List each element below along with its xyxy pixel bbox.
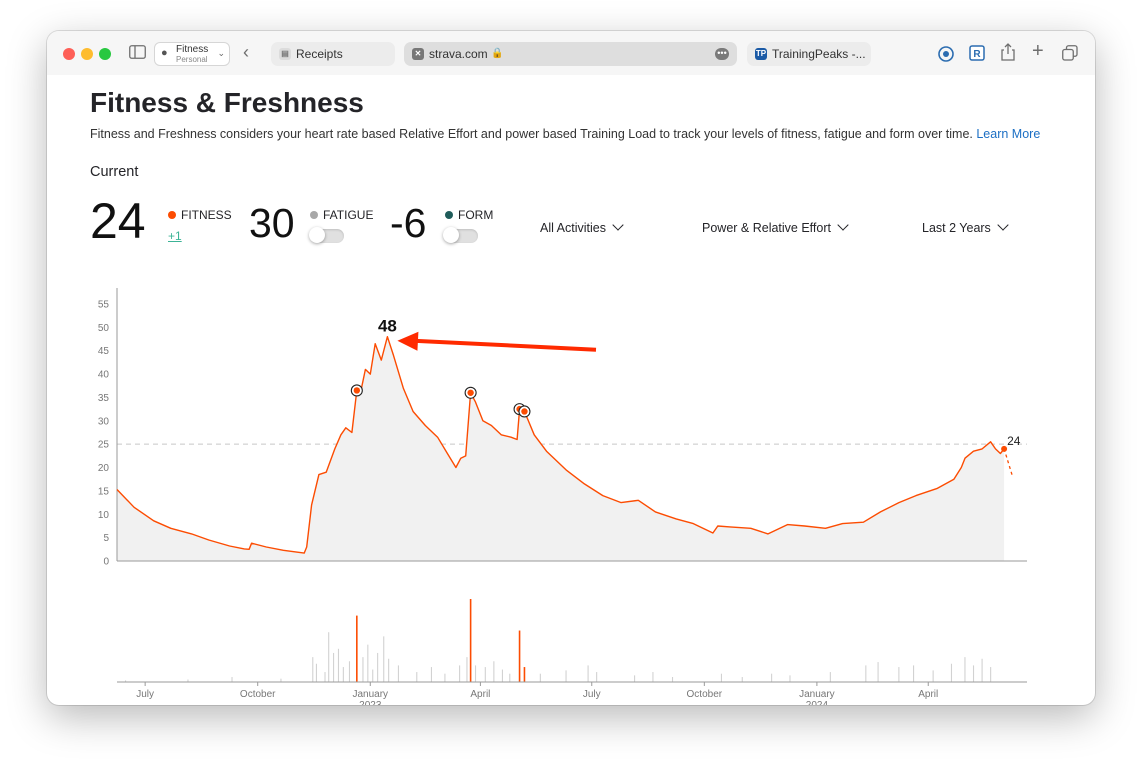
toggle-knob — [309, 227, 325, 243]
y-tick-label: 25 — [98, 440, 110, 451]
svg-text:R: R — [973, 49, 981, 60]
fitness-label: FITNESS — [181, 208, 232, 222]
metric-dropdown[interactable]: Power & Relative Effort — [702, 219, 849, 235]
y-tick-label: 45 — [98, 346, 110, 357]
y-tick-label: 20 — [98, 463, 110, 474]
tab-overview-icon[interactable] — [1062, 45, 1078, 65]
x-tick-year-label: 2024 — [806, 700, 829, 705]
trainingpeaks-favicon-icon: TP — [755, 48, 767, 60]
fitness-delta: +1 — [168, 229, 182, 243]
annotation-arrow-shaft — [413, 338, 597, 352]
x-tick-label: January — [352, 689, 388, 700]
activity-marker — [521, 408, 528, 415]
activities-dropdown-label: All Activities — [540, 221, 606, 235]
y-tick-label: 15 — [98, 486, 110, 497]
profile-switcher[interactable]: ● Fitness Personal ⌄ — [154, 42, 230, 66]
activities-dropdown[interactable]: All Activities — [540, 219, 624, 235]
description-text: Fitness and Freshness considers your hea… — [90, 127, 973, 141]
fitness-chart: 0 5 10 15 20 25 30 35 40 45 50 55 July October January… — [98, 288, 1027, 705]
page-content: Fitness & Freshness Fitness and Freshnes… — [47, 75, 1095, 705]
x-tick-label: April — [470, 689, 490, 700]
y-tick-label: 40 — [98, 370, 110, 381]
password-extension-icon[interactable] — [937, 45, 955, 67]
y-tick-label: 5 — [103, 533, 109, 544]
lock-icon: 🔒 — [491, 48, 504, 59]
projection-line — [1003, 448, 1014, 478]
close-tab-icon[interactable]: ✕ — [412, 48, 424, 60]
y-tick-label: 0 — [103, 557, 109, 568]
y-tick-label: 55 — [98, 300, 110, 311]
tab-trainingpeaks[interactable]: TP TrainingPeaks -... — [747, 42, 871, 66]
y-tick-label: 10 — [98, 510, 110, 521]
fatigue-label: FATIGUE — [323, 208, 374, 222]
page-title: Fitness & Freshness — [90, 87, 364, 118]
x-tick-label: October — [240, 689, 276, 700]
form-legend: FORM — [445, 208, 493, 222]
tab-strava[interactable]: ✕ strava.com 🔒 ••• — [404, 42, 737, 66]
chevron-down-icon: ⌄ — [217, 48, 225, 58]
x-tick-label: January — [799, 689, 835, 700]
form-value: -6 — [390, 200, 427, 246]
y-tick-label: 35 — [98, 393, 110, 404]
peak-annotation-label: 48 — [378, 317, 397, 336]
fatigue-value: 30 — [249, 200, 295, 246]
learn-more-link[interactable]: Learn More — [976, 127, 1041, 141]
fatigue-legend: FATIGUE — [310, 208, 373, 222]
fitness-dot-icon — [168, 211, 176, 219]
tab-receipts[interactable]: ▤ Receipts — [271, 42, 395, 66]
fitness-area — [117, 336, 1005, 561]
profile-subtitle: Personal — [176, 55, 208, 64]
zoom-window-button[interactable] — [99, 48, 111, 60]
person-icon: ● — [161, 47, 168, 59]
y-tick-label: 50 — [98, 323, 110, 334]
annotation-arrow-head — [397, 331, 419, 351]
form-dot-icon — [445, 211, 453, 219]
metric-dropdown-label: Power & Relative Effort — [702, 221, 831, 235]
x-tick-label: October — [687, 689, 723, 700]
y-tick-label: 30 — [98, 416, 110, 427]
form-toggle[interactable] — [443, 227, 478, 243]
browser-toolbar: ● Fitness Personal ⌄ ‹ ▤ Receipts ✕ stra… — [47, 31, 1095, 75]
receipts-favicon-icon: ▤ — [279, 48, 291, 60]
more-options-icon[interactable]: ••• — [715, 48, 729, 60]
form-label: FORM — [458, 208, 494, 222]
x-tick-label: July — [136, 689, 154, 700]
current-label: Current — [90, 164, 139, 180]
sidebar-toggle-icon[interactable] — [129, 45, 146, 63]
page-description: Fitness and Freshness considers your hea… — [90, 127, 1040, 141]
new-tab-icon[interactable]: + — [1032, 40, 1044, 62]
range-dropdown[interactable]: Last 2 Years — [922, 219, 1009, 235]
reader-extension-icon[interactable]: R — [969, 45, 985, 65]
activity-marker — [353, 387, 361, 394]
range-dropdown-label: Last 2 Years — [922, 221, 991, 235]
tab-label: TrainingPeaks -... — [772, 47, 866, 61]
browser-window: ● Fitness Personal ⌄ ‹ ▤ Receipts ✕ stra… — [47, 31, 1095, 705]
profile-name: Fitness — [176, 44, 209, 55]
back-icon[interactable]: ‹ — [243, 42, 249, 62]
activity-marker — [467, 389, 474, 396]
share-icon[interactable] — [1001, 43, 1015, 65]
fitness-series-line — [116, 336, 1005, 554]
fitness-value: 24 — [90, 193, 146, 249]
minimize-window-button[interactable] — [81, 48, 93, 60]
x-tick-year-label: 2023 — [359, 700, 382, 705]
current-point — [1001, 445, 1008, 452]
x-tick-label: July — [583, 689, 601, 700]
close-window-button[interactable] — [63, 48, 75, 60]
fatigue-dot-icon — [310, 211, 318, 219]
tab-label: Receipts — [296, 47, 343, 61]
current-value-label: 24 — [1007, 434, 1021, 448]
fitness-legend: FITNESS — [168, 208, 232, 222]
x-tick-label: April — [918, 689, 938, 700]
toggle-knob — [443, 227, 459, 243]
address-bar[interactable]: strava.com — [429, 47, 488, 61]
fatigue-toggle[interactable] — [309, 227, 344, 243]
